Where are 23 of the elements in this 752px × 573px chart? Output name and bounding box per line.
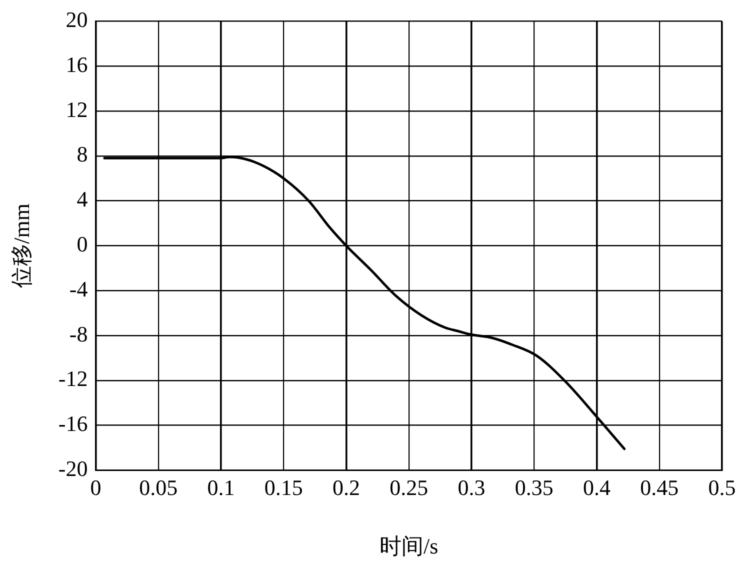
y-tick-label: -16: [58, 411, 88, 436]
y-axis-title: 位移/mm: [8, 204, 34, 288]
x-tick-label: 0.05: [139, 475, 178, 500]
y-tick-label: 8: [76, 142, 88, 167]
y-tick-label: 16: [66, 52, 88, 77]
x-tick-label: 0.5: [708, 475, 736, 500]
x-tick-label: 0.1: [207, 475, 235, 500]
x-tick-label: 0.2: [332, 475, 360, 500]
x-tick-label: 0.4: [582, 475, 610, 500]
y-tick-label: -8: [69, 321, 88, 346]
y-tick-label: -4: [69, 276, 88, 302]
y-tick-label: -20: [58, 456, 88, 481]
y-tick-label: 20: [66, 6, 88, 32]
x-tick-label: 0.3: [458, 475, 486, 500]
y-tick-label: -12: [58, 366, 88, 392]
x-tick-label: 0.45: [640, 475, 679, 500]
x-tick-label: 0.25: [390, 475, 428, 500]
y-tick-label: 4: [76, 186, 88, 212]
y-tick-label: 12: [66, 96, 88, 122]
x-tick-label: 0.35: [514, 475, 554, 500]
x-tick-label: 0.15: [264, 475, 303, 500]
x-axis-title: 时间/s: [380, 534, 438, 559]
y-tick-label: 0: [76, 231, 88, 256]
